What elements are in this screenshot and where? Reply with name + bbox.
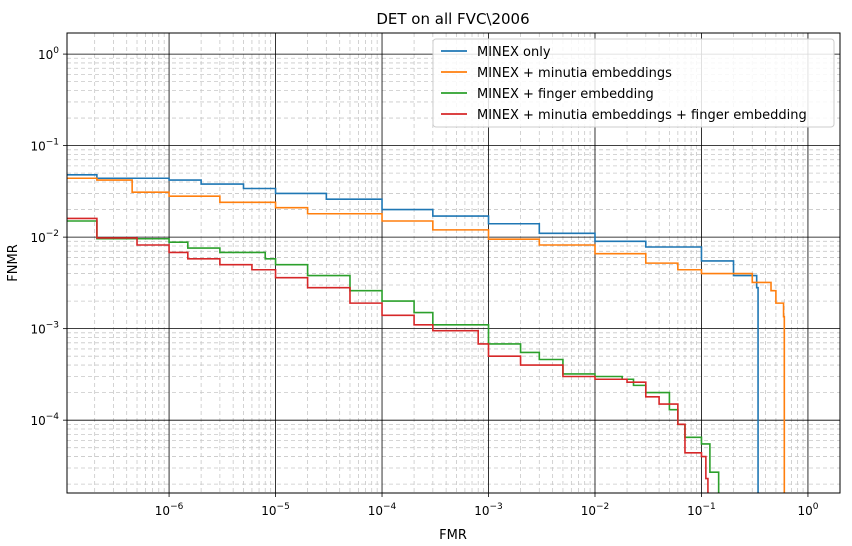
legend-label-4: MINEX + minutia embeddings + finger embe… <box>477 108 807 123</box>
legend-label-3: MINEX + finger embedding <box>477 87 654 102</box>
legend-label-1: MINEX only <box>477 45 551 60</box>
series-line-1 <box>67 173 759 493</box>
series-line-2 <box>67 177 786 493</box>
x-axis-label: FMR <box>439 528 467 543</box>
x-tick-label: 10−3 <box>474 502 503 518</box>
x-tick-label: 10−2 <box>581 502 610 518</box>
y-tick-label: 10−4 <box>30 412 59 428</box>
legend-box <box>432 38 835 128</box>
x-tick-label: 10−1 <box>687 502 716 518</box>
series-lines <box>67 173 786 493</box>
legend: MINEX only MINEX + minutia embeddings MINE… <box>432 38 835 128</box>
legend-label-2: MINEX + minutia embeddings <box>477 66 672 81</box>
x-tick-label: 10−5 <box>261 502 290 518</box>
x-tick-label: 100 <box>797 502 818 518</box>
x-tick-label: 10−6 <box>155 502 184 518</box>
y-tick-label: 10−1 <box>30 138 59 154</box>
x-axis-ticks: 10−6 10−5 10−4 10−3 10−2 10−1 100 <box>155 493 819 518</box>
y-tick-label: 10−2 <box>30 229 59 245</box>
x-tick-label: 10−4 <box>368 502 397 518</box>
y-axis-label: FNMR <box>6 244 21 281</box>
chart-title: DET on all FVC\2006 <box>376 10 529 28</box>
y-tick-label: 100 <box>38 46 59 62</box>
major-gridlines <box>67 33 840 493</box>
series-line-4 <box>67 217 709 493</box>
plot-frame <box>66 32 841 494</box>
y-axis-ticks: 10−4 10−3 10−2 10−1 100 <box>30 46 67 428</box>
y-tick-label: 10−3 <box>30 321 59 337</box>
